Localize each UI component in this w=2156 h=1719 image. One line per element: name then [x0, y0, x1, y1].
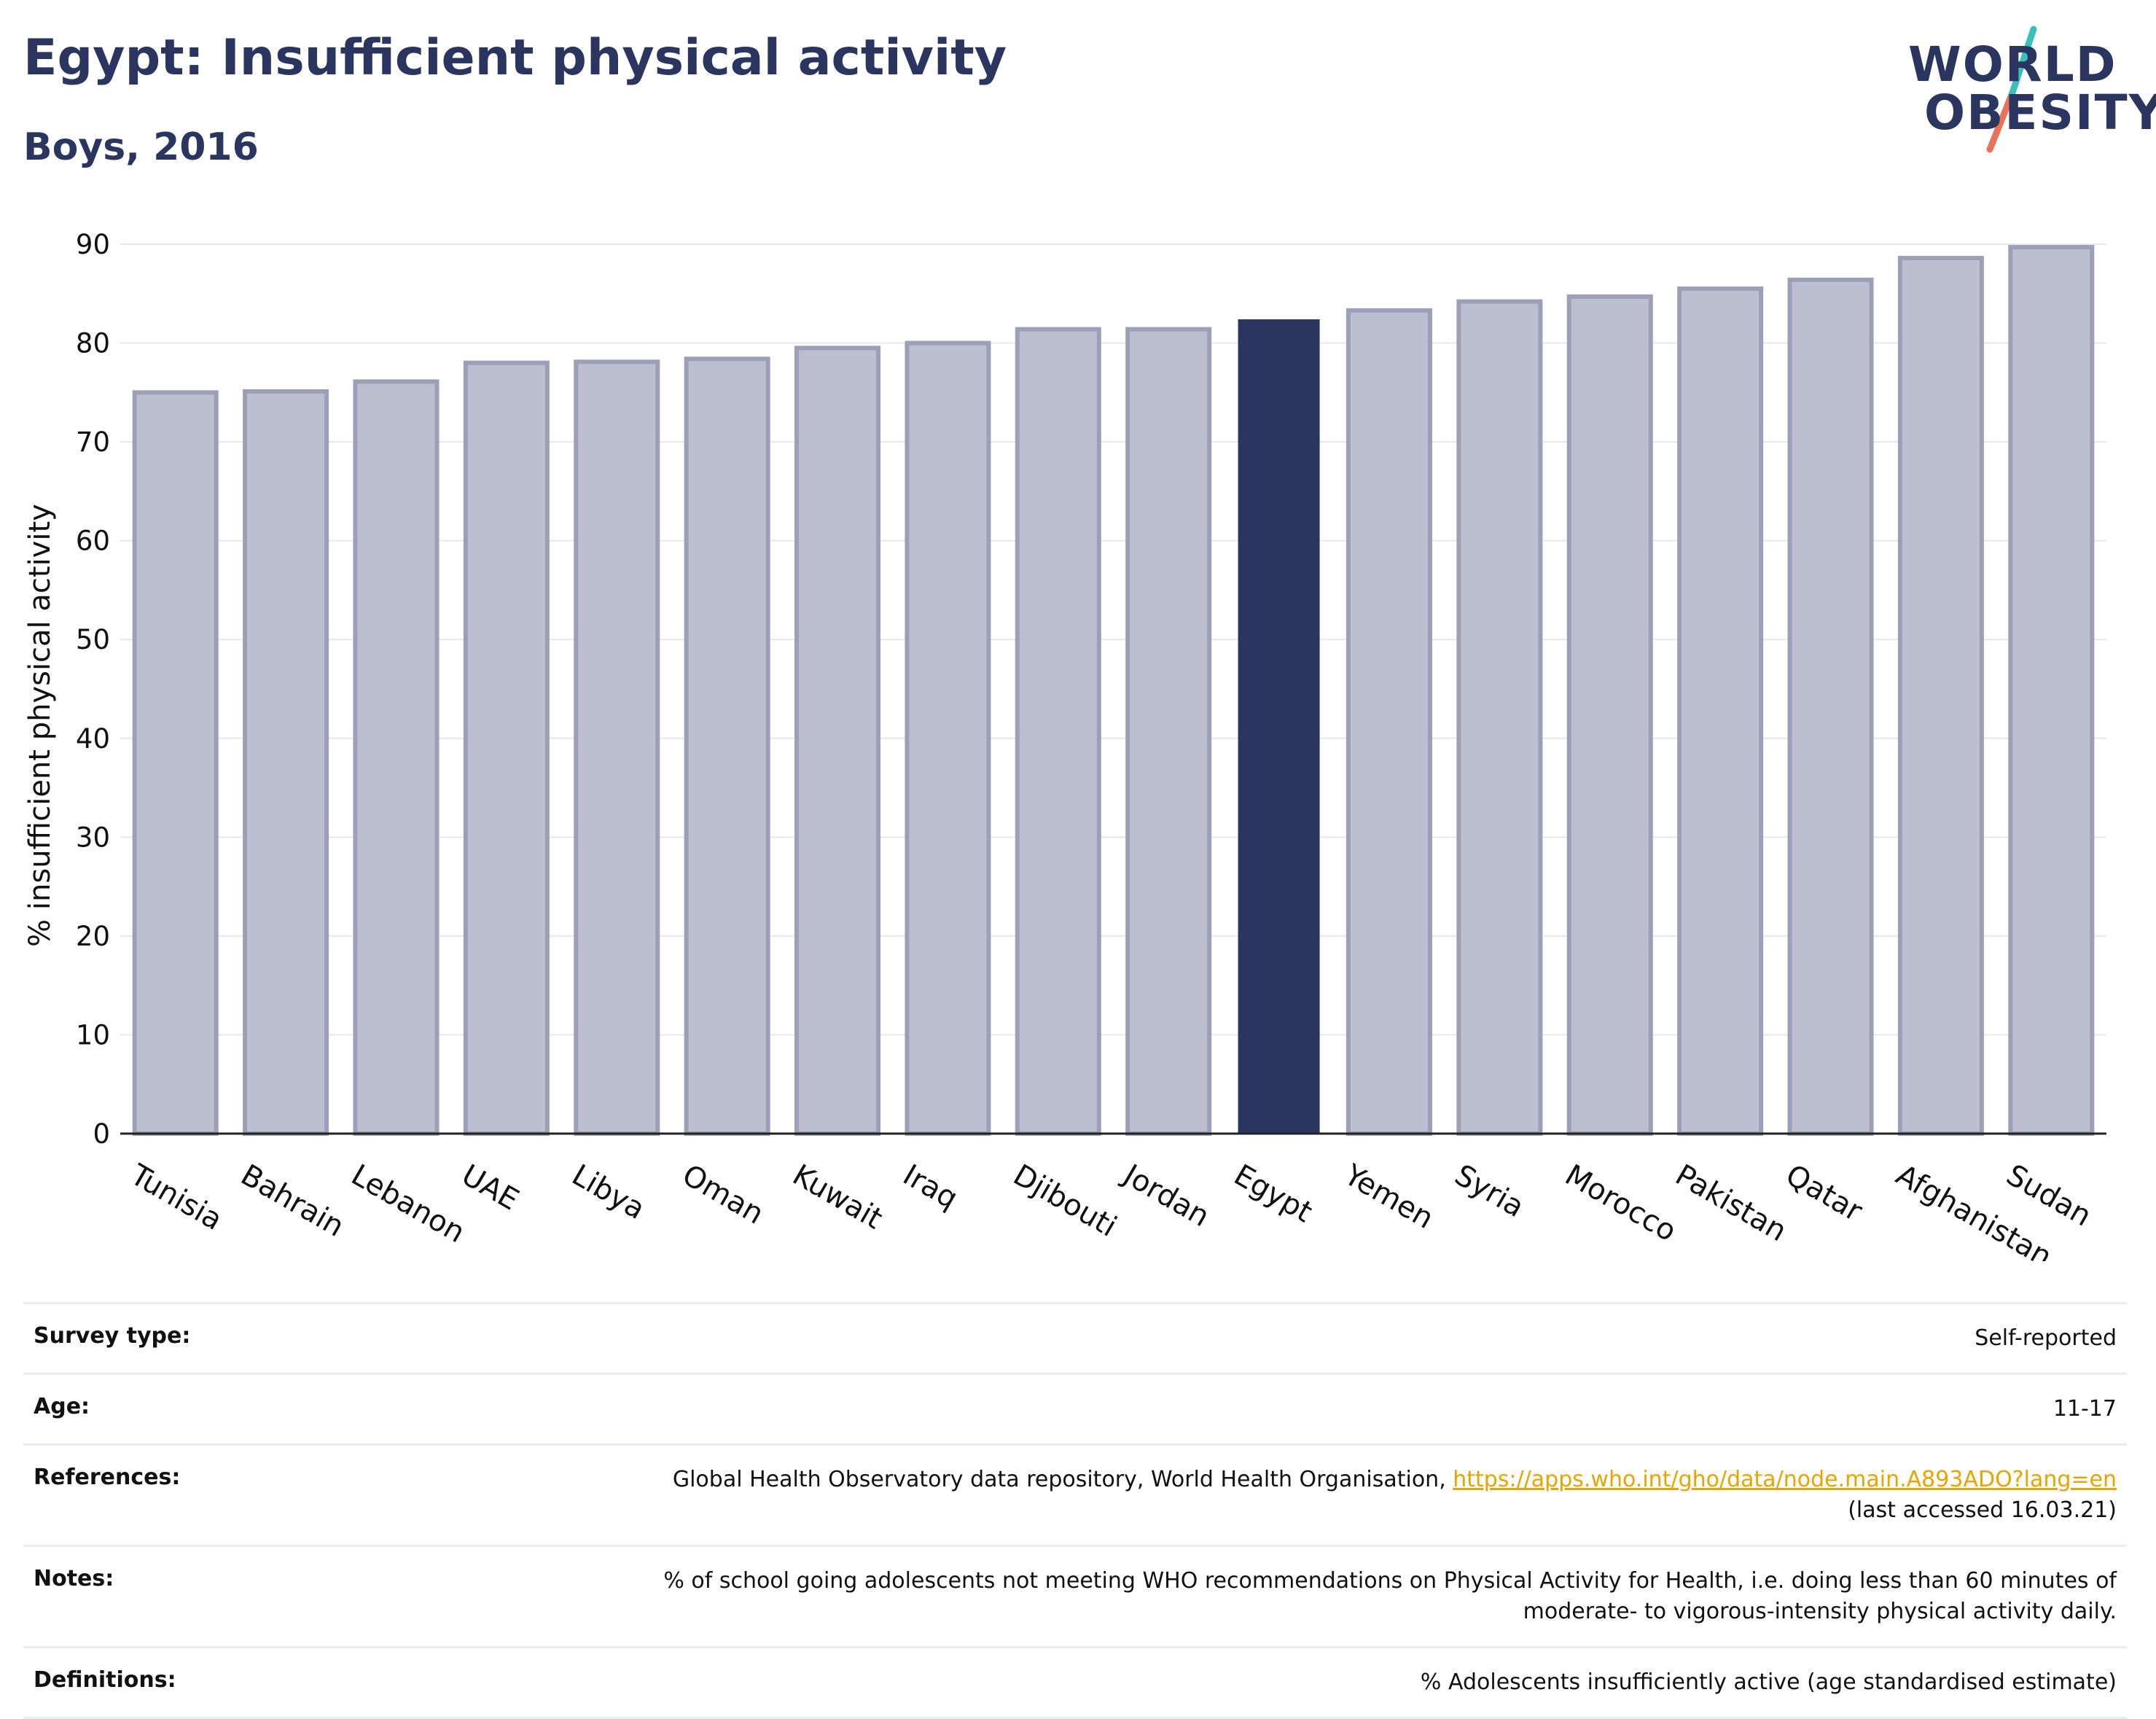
x-tick-label: Yemen: [1338, 1158, 1440, 1236]
y-tick-label: 80: [76, 328, 110, 359]
bar-morocco: [1566, 294, 1653, 1136]
bar-bahrain: [243, 389, 329, 1136]
x-tick-label: Iraq: [897, 1158, 964, 1216]
x-tick-label: Qatar: [1780, 1158, 1868, 1228]
survey-type-value: Self-reported: [1975, 1325, 2117, 1351]
bar-sudan: [2008, 245, 2095, 1137]
logo-text-world: WORLD: [1908, 36, 2117, 93]
y-tick-label: 50: [76, 624, 110, 655]
info-table: Survey type: Self-reported Age: 11-17 Re…: [23, 1302, 2127, 1719]
x-tick-label: Pakistan: [1670, 1158, 1792, 1249]
x-tick-label: Djibouti: [1007, 1158, 1122, 1244]
notes-line-1: % of school going adolescents not meetin…: [663, 1568, 2117, 1594]
info-row-age: Age: 11-17: [23, 1373, 2127, 1443]
notes-label: Notes:: [34, 1566, 114, 1591]
age-value: 11-17: [2053, 1396, 2117, 1422]
bar-syria: [1456, 299, 1543, 1137]
bar-oman: [684, 356, 770, 1137]
bar-djibouti: [1015, 327, 1101, 1137]
logo-text-obesity: OBESITY: [1924, 85, 2156, 141]
logo-slash-icon: [1986, 26, 2037, 153]
bar-egypt: [1238, 319, 1320, 1134]
references-link[interactable]: https://apps.who.int/gho/data/node.main.…: [1453, 1467, 2117, 1492]
bar-pakistan: [1677, 286, 1764, 1136]
bar-yemen: [1345, 308, 1432, 1136]
y-tick-label: 20: [76, 921, 110, 952]
bars: [132, 245, 2095, 1137]
x-tick-label: Tunisia: [124, 1158, 227, 1237]
x-tick-label: Jordan: [1116, 1157, 1215, 1233]
y-tick-label: 40: [76, 723, 110, 755]
references-text: Global Health Observatory data repositor…: [672, 1467, 1453, 1492]
x-tick-label: Oman: [676, 1158, 769, 1231]
age-label: Age:: [34, 1394, 90, 1419]
definitions-value: % Adolescents insufficiently active (age…: [1420, 1669, 2117, 1695]
bar-jordan: [1125, 327, 1212, 1137]
y-axis-label: % insufficient physical activity: [23, 504, 57, 947]
grid-lines: [120, 243, 2106, 1036]
page-title: Egypt: Insufficient physical activity: [23, 29, 1007, 87]
bar-qatar: [1787, 277, 1874, 1136]
bar-chart: 0 10 20 30 40 50 60 70 80 90 Tunisia BahrainLebano…: [23, 229, 2106, 1261]
references-value: Global Health Observatory data repositor…: [673, 1465, 2117, 1526]
bar-tunisia: [132, 390, 219, 1137]
survey-type-label: Survey type:: [34, 1323, 191, 1349]
x-tick-label: Egypt: [1228, 1158, 1318, 1230]
info-row-definitions: Definitions: % Adolescents insufficientl…: [23, 1646, 2127, 1719]
x-tick-label: Libya: [566, 1158, 651, 1226]
y-axis-ticks: 0 10 20 30 40 50 60 70 80 90: [76, 229, 110, 1150]
bar-libya: [574, 359, 660, 1136]
x-tick-label: Syria: [1449, 1158, 1530, 1224]
page-subtitle: Boys, 2016: [23, 125, 259, 169]
y-tick-label: 60: [76, 526, 110, 557]
notes-value: % of school going adolescents not meetin…: [663, 1566, 2117, 1627]
references-label: References:: [34, 1465, 181, 1490]
bar-iraq: [905, 340, 991, 1137]
x-tick-label: UAE: [456, 1158, 524, 1217]
y-tick-label: 30: [76, 822, 110, 853]
y-tick-label: 0: [93, 1118, 110, 1150]
bar-lebanon: [353, 379, 440, 1136]
notes-line-2: moderate- to vigorous-intensity physical…: [1523, 1599, 2117, 1624]
y-tick-label: 70: [76, 426, 110, 458]
info-row-references: References: Global Health Observatory da…: [23, 1443, 2127, 1545]
info-row-notes: Notes: % of school going adolescents not…: [23, 1545, 2127, 1646]
x-tick-label: Kuwait: [787, 1158, 888, 1236]
y-tick-label: 10: [76, 1019, 110, 1050]
x-tick-label: Morocco: [1559, 1158, 1682, 1249]
bar-uae: [463, 360, 550, 1137]
bar-afghanistan: [1897, 255, 1984, 1136]
bar-kuwait: [794, 346, 881, 1136]
world-obesity-logo: WORLD OBESITY: [1895, 22, 2156, 153]
info-row-survey-type: Survey type: Self-reported: [23, 1302, 2127, 1373]
x-tick-label: Bahrain: [235, 1158, 350, 1244]
definitions-label: Definitions:: [34, 1667, 176, 1693]
y-tick-label: 90: [76, 229, 110, 260]
x-tick-label: Lebanon: [345, 1158, 470, 1250]
references-accessed: (last accessed 16.03.21): [1848, 1497, 2117, 1523]
